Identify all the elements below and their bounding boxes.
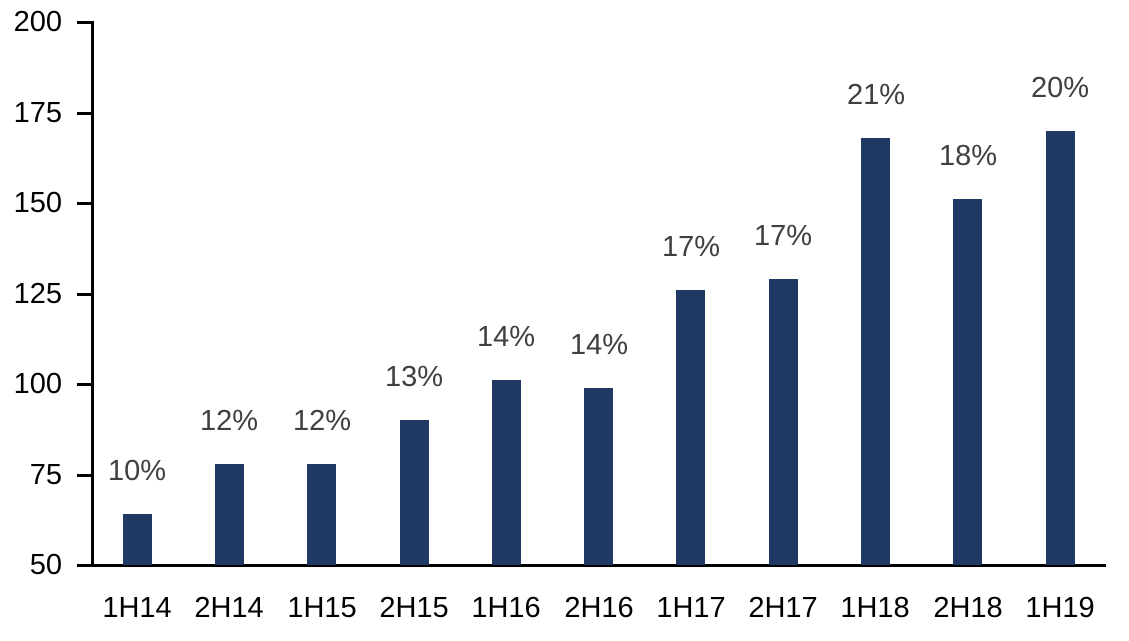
x-tick-label: 1H15 bbox=[287, 592, 357, 624]
bar bbox=[584, 388, 613, 565]
y-axis-tick bbox=[77, 202, 94, 205]
bar-value-label: 14% bbox=[569, 329, 629, 361]
bar bbox=[215, 464, 244, 565]
x-tick-label: 2H14 bbox=[194, 592, 264, 624]
x-tick-label: 1H18 bbox=[840, 592, 910, 624]
bar-value-label: 20% bbox=[1030, 72, 1090, 104]
x-axis-line bbox=[77, 564, 1107, 567]
bar bbox=[400, 420, 429, 565]
bar-value-label: 17% bbox=[753, 220, 813, 252]
bar bbox=[769, 279, 798, 565]
x-tick-label: 1H17 bbox=[656, 592, 726, 624]
bar bbox=[676, 290, 705, 565]
y-axis-tick bbox=[77, 21, 94, 24]
bar bbox=[1046, 131, 1075, 565]
bar bbox=[123, 514, 152, 565]
y-tick-label: 75 bbox=[29, 459, 62, 491]
bar-value-label: 12% bbox=[199, 405, 259, 437]
x-tick-label: 2H16 bbox=[564, 592, 634, 624]
y-tick-label: 50 bbox=[29, 549, 62, 581]
bar bbox=[307, 464, 336, 565]
y-axis-tick bbox=[77, 474, 94, 477]
y-axis-tick bbox=[77, 383, 94, 386]
y-tick-label: 200 bbox=[13, 6, 62, 38]
bar-value-label: 10% bbox=[107, 455, 167, 487]
y-axis-tick bbox=[77, 293, 94, 296]
x-tick-label: 1H14 bbox=[102, 592, 172, 624]
bar bbox=[953, 199, 982, 565]
y-tick-label: 125 bbox=[13, 278, 62, 310]
bar-value-label: 12% bbox=[292, 405, 352, 437]
bar-value-label: 18% bbox=[938, 140, 998, 172]
bar-value-label: 14% bbox=[476, 321, 536, 353]
x-tick-label: 2H17 bbox=[748, 592, 818, 624]
x-tick-label: 2H18 bbox=[933, 592, 1003, 624]
x-tick-label: 2H15 bbox=[379, 592, 449, 624]
bar-value-label: 13% bbox=[384, 361, 444, 393]
y-tick-label: 175 bbox=[13, 97, 62, 129]
y-tick-label: 150 bbox=[13, 187, 62, 219]
bar bbox=[861, 138, 890, 565]
x-tick-label: 1H19 bbox=[1025, 592, 1095, 624]
x-tick-label: 1H16 bbox=[471, 592, 541, 624]
y-tick-label: 100 bbox=[13, 368, 62, 400]
bar-value-label: 17% bbox=[661, 231, 721, 263]
bar bbox=[492, 380, 521, 565]
bar-value-label: 21% bbox=[846, 79, 906, 111]
y-axis-tick bbox=[77, 112, 94, 115]
